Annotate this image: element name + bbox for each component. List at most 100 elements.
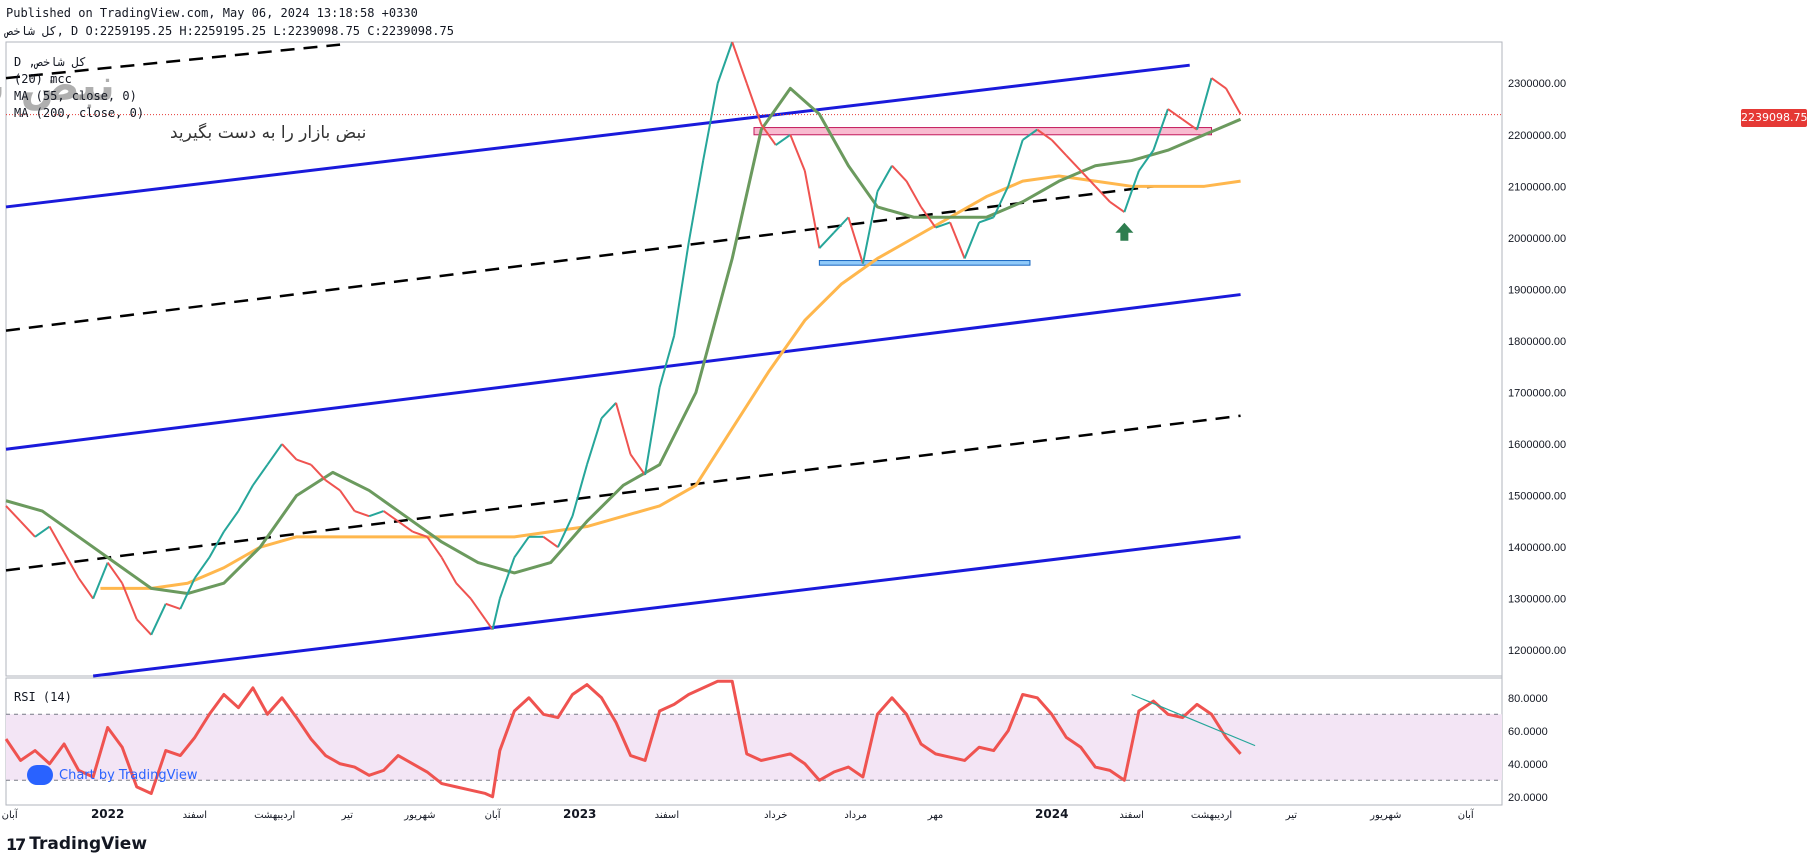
price-segment: [469, 598, 487, 620]
price-segment: [615, 402, 632, 455]
price-tick-label: 1500000.00: [1508, 491, 1566, 503]
price-segment: [135, 618, 152, 636]
chart-credit[interactable]: Chart by TradingView: [27, 765, 197, 785]
rsi-trendline: [1131, 693, 1256, 747]
price-segment: [484, 618, 494, 631]
price-segment: [34, 525, 51, 538]
price-segment: [644, 387, 661, 476]
price-segment: [716, 41, 734, 84]
price-tick-label: 2000000.00: [1508, 233, 1566, 245]
legend-ma55[interactable]: MA (55, close, 0): [14, 89, 137, 103]
watermark-tagline: نبض بازار را به دست بگیرید: [170, 123, 367, 143]
price-segment: [847, 216, 864, 264]
price-segment: [368, 510, 384, 518]
price-segment: [702, 83, 719, 161]
channel-middle-line: [5, 293, 1241, 451]
price-tick-label: 1800000.00: [1508, 336, 1566, 348]
price-segment: [876, 165, 893, 192]
price-segment: [1152, 108, 1169, 151]
price-segment: [179, 577, 196, 610]
price-segment: [1196, 77, 1213, 130]
price-segment: [818, 232, 835, 249]
price-segment: [106, 562, 124, 584]
price-segment: [1123, 170, 1140, 213]
tradingview-brand: 17 TradingView: [6, 834, 147, 854]
rsi-line: [4, 679, 1242, 799]
price-segment: [165, 602, 181, 610]
dashed-midline-lower: [5, 414, 1241, 572]
time-tick-label: 2024: [1035, 807, 1068, 821]
price-tick-label: 2300000.00: [1508, 78, 1566, 90]
price-segment: [252, 464, 269, 486]
price-segment: [1007, 139, 1024, 187]
time-tick-label: مرداد: [844, 810, 867, 821]
price-segment: [1167, 108, 1184, 121]
rsi-tick-label: 40.0000: [1508, 759, 1548, 771]
price-segment: [1022, 128, 1038, 141]
rsi-title[interactable]: RSI (14): [14, 690, 72, 704]
price-segment: [193, 556, 211, 579]
price-segment: [455, 582, 472, 600]
tradingview-mark-icon: 17: [6, 834, 26, 854]
price-segment: [1225, 87, 1242, 115]
time-tick-label: خرداد: [764, 810, 787, 821]
price-segment: [935, 221, 951, 229]
legend-indicator-1[interactable]: (20) mcc: [14, 72, 72, 86]
time-tick-label: اسفند: [655, 810, 679, 821]
price-segment: [963, 222, 981, 259]
price-segment: [1036, 128, 1053, 141]
price-segment: [1051, 139, 1068, 157]
dashed-midline-top: [5, 43, 341, 80]
price-segment: [296, 458, 312, 466]
ma55-line: [5, 86, 1242, 596]
price-segment: [150, 603, 167, 636]
price-tick-label: 1200000.00: [1508, 645, 1566, 657]
price-segment: [491, 598, 501, 630]
price-segment: [383, 510, 399, 523]
price-segment: [949, 222, 966, 259]
price-segment: [310, 463, 327, 481]
price-segment: [77, 577, 94, 600]
price-segment: [687, 160, 705, 244]
price-segment: [223, 510, 240, 533]
legend-symbol[interactable]: D ,کل شاخص: [14, 55, 87, 69]
price-segment: [1094, 185, 1111, 203]
price-segment: [658, 335, 676, 388]
price-segment: [498, 557, 516, 600]
support-zone: [818, 260, 1031, 266]
price-segment: [121, 582, 138, 620]
time-tick-label: مهر: [927, 810, 943, 821]
price-segment: [1109, 200, 1125, 213]
time-tick-label: آبان: [485, 808, 502, 821]
rsi-tick-label: 20.0000: [1508, 792, 1548, 804]
price-segment: [354, 510, 370, 518]
current-price-label: 2239098.75: [1741, 109, 1807, 127]
legend-ma200[interactable]: MA (200, close, 0): [14, 106, 145, 120]
price-segment: [440, 556, 458, 584]
price-tick-label: 1400000.00: [1508, 542, 1566, 554]
time-tick-label: تیر: [1285, 810, 1298, 821]
price-segment: [586, 417, 603, 465]
price-segment: [237, 484, 254, 512]
price-segment: [208, 531, 225, 558]
price-segment: [803, 170, 821, 249]
price-tick-label: 1700000.00: [1508, 388, 1566, 400]
brand-text: TradingView: [29, 834, 148, 854]
channel-upper-line: [5, 63, 1190, 209]
rsi-tick-label: 60.0000: [1508, 726, 1548, 738]
price-segment: [339, 489, 356, 512]
price-segment: [48, 526, 65, 553]
resistance-zone: [753, 127, 1213, 136]
time-tick-label: 2022: [91, 807, 124, 821]
price-segment: [833, 216, 850, 234]
price-segment: [629, 453, 646, 476]
credit-text: Chart by TradingView: [59, 767, 198, 783]
price-segment: [513, 536, 530, 559]
published-info: Published on TradingView.com, May 06, 20…: [6, 6, 418, 20]
time-tick-label: آبان: [2, 808, 19, 821]
price-segment: [5, 505, 22, 523]
time-tick-label: شهریور: [403, 810, 435, 821]
price-segment: [745, 82, 763, 125]
channel-lower-line: [92, 535, 1241, 678]
